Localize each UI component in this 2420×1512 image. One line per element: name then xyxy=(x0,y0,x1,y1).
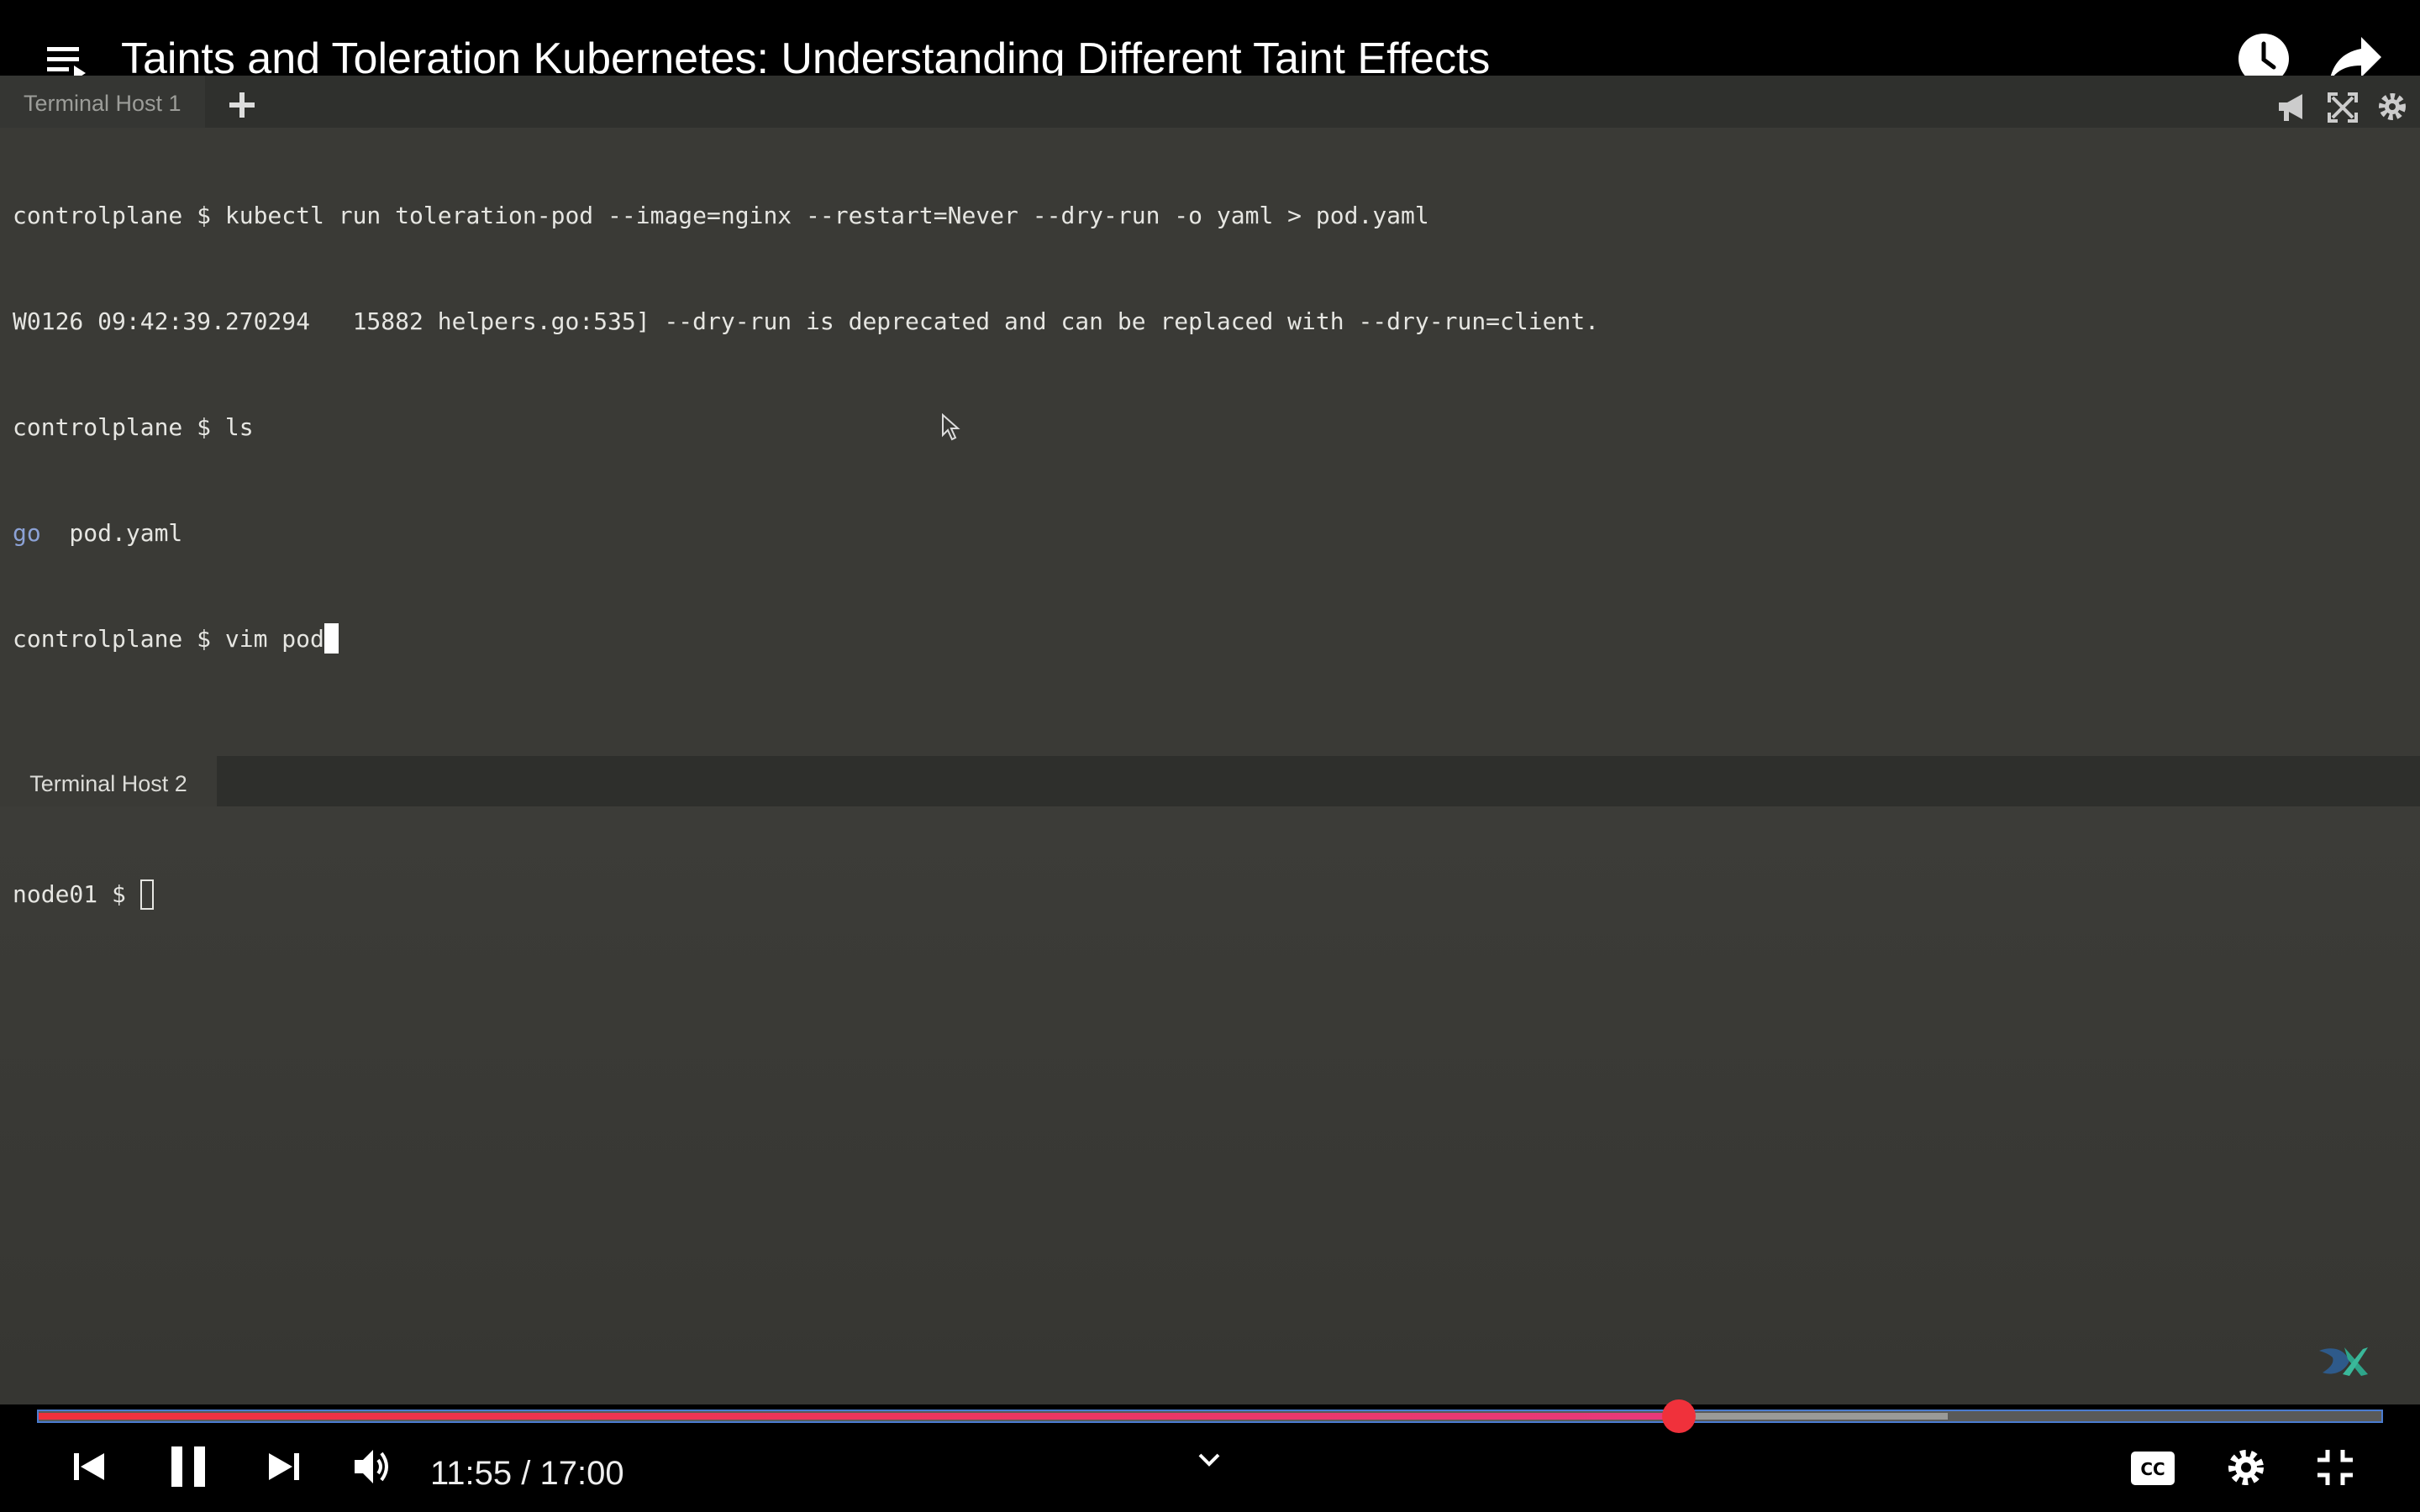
terminal-current-line: node01 $ xyxy=(13,877,154,912)
ls-directory: go xyxy=(13,519,41,547)
video-title-bar: Taints and Toleration Kubernetes: Unders… xyxy=(0,0,2420,84)
previous-icon[interactable] xyxy=(71,1448,108,1485)
captions-icon[interactable]: CC xyxy=(2131,1452,2175,1485)
tab-terminal-host-2[interactable]: Terminal Host 2 xyxy=(0,756,217,806)
expand-icon[interactable] xyxy=(2328,92,2358,123)
terminal-line: controlplane $ ls xyxy=(13,413,254,441)
next-icon[interactable] xyxy=(266,1448,302,1485)
terminal-current-line: controlplane $ vim pod xyxy=(13,622,1599,657)
video-title[interactable]: Taints and Toleration Kubernetes: Unders… xyxy=(121,34,1491,83)
time-display: 11:55 / 17:00 xyxy=(430,1455,624,1492)
progress-bar[interactable] xyxy=(37,1410,2383,1423)
terminal-line: controlplane $ kubectl run toleration-po… xyxy=(13,202,1429,229)
pause-icon[interactable] xyxy=(168,1445,208,1488)
chevron-down-icon[interactable] xyxy=(1197,1450,1222,1470)
terminal2-output: node01 $ xyxy=(13,806,154,983)
brand-logo xyxy=(2319,1347,2368,1376)
settings-icon[interactable] xyxy=(2376,91,2408,123)
plus-icon[interactable] xyxy=(227,90,257,120)
terminal-line: go pod.yaml xyxy=(13,516,1599,551)
ls-file: pod.yaml xyxy=(40,519,183,547)
terminal1-pane[interactable]: controlplane $ kubectl run toleration-po… xyxy=(0,128,2420,756)
announce-icon[interactable] xyxy=(2275,92,2309,123)
mouse-pointer-icon xyxy=(942,413,960,441)
progress-played xyxy=(39,1413,1679,1420)
share-icon[interactable] xyxy=(2328,34,2383,84)
player-controls xyxy=(0,1436,2420,1512)
exit-fullscreen-icon[interactable] xyxy=(2316,1448,2354,1487)
text-cursor xyxy=(324,623,339,654)
volume-icon[interactable] xyxy=(353,1448,393,1485)
text-cursor xyxy=(139,879,154,910)
terminal1-output: controlplane $ kubectl run toleration-po… xyxy=(13,128,1599,727)
terminal-line: W0126 09:42:39.270294 15882 helpers.go:5… xyxy=(13,307,1600,335)
gear-icon[interactable] xyxy=(2225,1446,2267,1488)
terminal-prompt: node01 $ xyxy=(13,880,140,908)
terminal-prompt: controlplane $ vim pod xyxy=(13,625,324,653)
terminal1-tab-bar: Terminal Host 1 xyxy=(0,76,2420,128)
terminal2-tab-bar: Terminal Host 2 xyxy=(0,756,2420,806)
svg-text:CC: CC xyxy=(2140,1459,2165,1479)
terminal2-pane[interactable]: node01 $ xyxy=(0,806,2420,1404)
clock-icon[interactable] xyxy=(2237,32,2291,86)
progress-scrubber[interactable] xyxy=(1661,1399,1696,1433)
tab-terminal-host-1[interactable]: Terminal Host 1 xyxy=(0,76,205,128)
